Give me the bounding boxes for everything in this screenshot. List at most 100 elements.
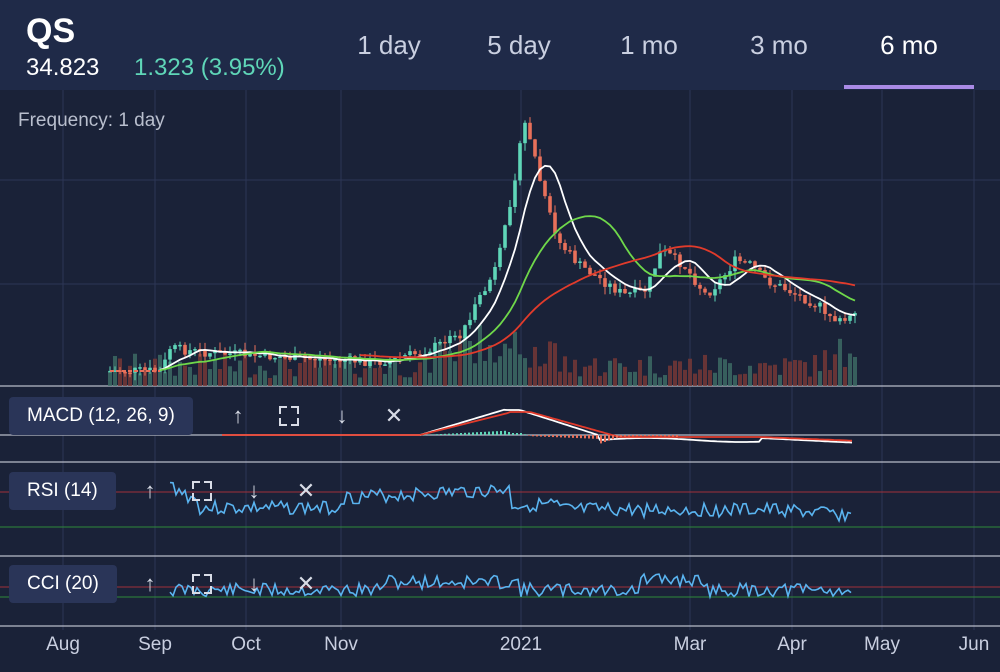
macd-histogram-bar <box>612 435 614 440</box>
macd-histogram-bar <box>632 435 634 437</box>
move-down-icon[interactable]: ↓ <box>336 403 348 428</box>
cci-label[interactable]: CCI (20) <box>9 565 117 603</box>
move-up-icon[interactable]: ↑ <box>144 571 156 596</box>
tab-3-mo[interactable]: 3 mo <box>750 30 808 60</box>
volume-bar <box>758 363 762 386</box>
candle-body <box>518 143 522 181</box>
volume-bar <box>593 358 597 386</box>
candle-body <box>708 292 712 296</box>
candle-body <box>753 261 757 268</box>
volume-bar <box>683 369 687 386</box>
tab-1-day[interactable]: 1 day <box>357 30 421 60</box>
move-down-icon[interactable]: ↓ <box>248 478 260 503</box>
candle-body <box>618 288 622 293</box>
volume-bar <box>353 373 357 386</box>
macd-histogram-bar <box>472 432 474 435</box>
candle-body <box>138 367 142 369</box>
volume-bar <box>463 336 467 386</box>
ticker-symbol: QS <box>26 12 76 50</box>
volume-bar <box>488 345 492 386</box>
macd-histogram-bar <box>656 435 658 437</box>
volume-bar <box>838 338 842 386</box>
volume-bar <box>378 367 382 386</box>
candle-body <box>273 357 277 360</box>
candle-body <box>123 371 127 374</box>
price-chart[interactable] <box>0 90 1000 672</box>
volume-bar <box>213 359 217 386</box>
ma-short-line <box>159 164 856 371</box>
volume-bar <box>668 365 672 386</box>
volume-bar <box>208 369 212 386</box>
candle-body <box>268 351 272 360</box>
volume-bar <box>673 360 677 386</box>
candle-body <box>843 318 847 321</box>
volume-bar <box>473 363 477 386</box>
macd-histogram-bar <box>480 432 482 435</box>
move-up-icon[interactable]: ↑ <box>232 403 244 428</box>
volume-bar <box>743 373 747 386</box>
volume-bar <box>123 372 127 386</box>
move-down-icon[interactable]: ↓ <box>248 571 260 596</box>
volume-bar <box>368 359 372 386</box>
moving-averages <box>110 164 856 372</box>
candle-body <box>433 342 437 352</box>
volume-bar <box>708 370 712 386</box>
volume-bar <box>258 365 262 386</box>
volume-bar <box>288 369 292 386</box>
candle-body <box>673 253 677 255</box>
candle-body <box>823 302 827 314</box>
volume-bar <box>508 348 512 386</box>
macd-label[interactable]: MACD (12, 26, 9) <box>9 397 193 435</box>
x-axis-label: Oct <box>231 634 261 655</box>
tab-5-day[interactable]: 5 day <box>487 30 551 60</box>
x-axis-label: May <box>864 634 900 655</box>
candle-body <box>383 364 387 366</box>
candle-body <box>238 349 242 352</box>
macd-panel <box>222 408 853 444</box>
volume-bar <box>358 377 362 386</box>
volume-bar <box>143 370 147 386</box>
volume-bar <box>483 360 487 386</box>
volume-bar <box>798 360 802 386</box>
candle-body <box>603 278 607 287</box>
close-icon[interactable]: ✕ <box>384 403 404 428</box>
macd-histogram-bar <box>460 433 462 435</box>
volume-bar <box>168 361 172 386</box>
tab-6-mo[interactable]: 6 mo <box>880 30 938 60</box>
volume-bar <box>178 361 182 386</box>
x-axis-label: Mar <box>673 634 707 655</box>
macd-histogram-bar <box>468 432 470 435</box>
expand-icon[interactable] <box>188 477 216 505</box>
macd-histogram-bar <box>616 435 618 438</box>
close-icon[interactable]: ✕ <box>296 478 316 503</box>
candle-body <box>528 122 532 140</box>
volume-bar <box>273 375 277 386</box>
candle-body <box>188 350 192 355</box>
macd-histogram-bar <box>508 432 510 435</box>
tab-1-mo[interactable]: 1 mo <box>620 30 678 60</box>
candle-body <box>813 305 817 308</box>
volume-bar <box>418 362 422 386</box>
macd-histogram-bar <box>592 435 594 439</box>
volume-bar <box>693 373 697 386</box>
move-up-icon[interactable]: ↑ <box>144 478 156 503</box>
header: QS 34.823 1.323 (3.95%) 1 day 5 day 1 mo… <box>0 0 1000 90</box>
volume-bar <box>573 359 577 386</box>
chart-area[interactable]: Frequency: 1 day MACD (12, 26, 9) ↑ ↓ ✕ … <box>0 90 1000 672</box>
candle-body <box>258 355 262 358</box>
macd-histogram-bar <box>564 435 566 438</box>
rsi-label[interactable]: RSI (14) <box>9 472 116 510</box>
macd-histogram-bar <box>580 435 582 439</box>
volume-bar <box>773 364 777 386</box>
volume-bar <box>468 340 472 386</box>
candle-body <box>623 288 627 294</box>
price-change: 1.323 (3.95%) <box>134 54 285 81</box>
volume-bar <box>588 365 592 386</box>
candle-body <box>148 367 152 371</box>
close-icon[interactable]: ✕ <box>296 571 316 596</box>
volume-bar <box>433 353 437 386</box>
candle-body <box>758 267 762 271</box>
ma-long-line <box>359 245 856 359</box>
expand-icon[interactable] <box>275 402 303 430</box>
expand-icon[interactable] <box>188 570 216 598</box>
